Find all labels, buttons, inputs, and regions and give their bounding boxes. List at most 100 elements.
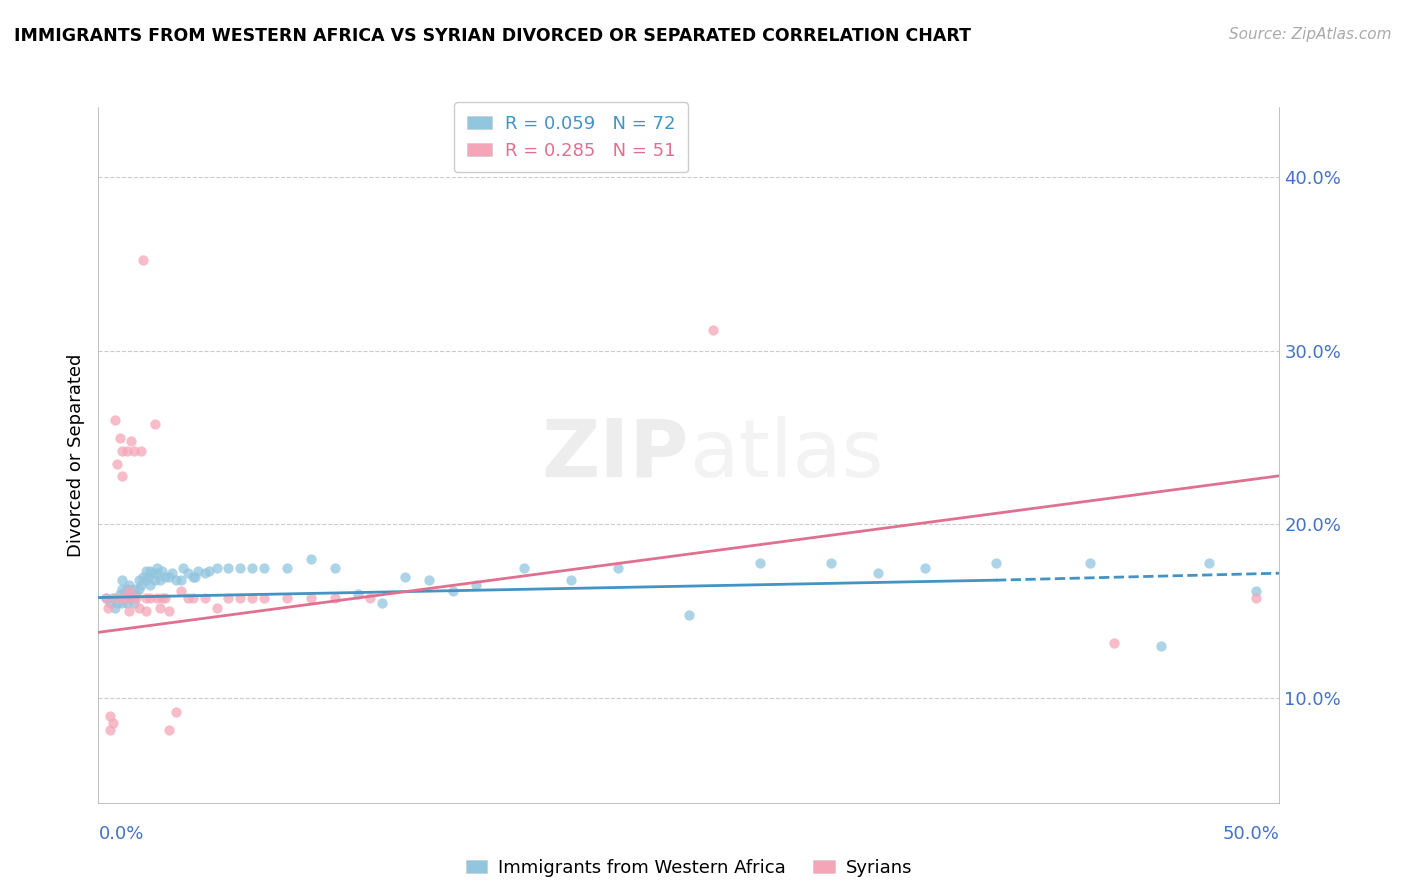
Point: [111, 596, 134, 610]
Point: [122, 591, 145, 605]
Text: 50.0%: 50.0%: [1223, 825, 1279, 843]
Point: [157, 605, 180, 619]
Point: [98, 708, 121, 723]
Point: [184, 570, 207, 584]
Point: [122, 596, 145, 610]
Point: [125, 591, 148, 605]
Point: [1150, 639, 1173, 653]
Point: [240, 561, 263, 575]
Point: [217, 591, 239, 605]
Point: [678, 607, 700, 622]
Text: Source: ZipAtlas.com: Source: ZipAtlas.com: [1229, 27, 1392, 42]
Point: [153, 591, 176, 605]
Point: [135, 565, 157, 579]
Point: [139, 578, 162, 592]
Point: [1080, 556, 1102, 570]
Point: [105, 596, 128, 610]
Point: [128, 573, 150, 587]
Point: [607, 561, 630, 575]
Point: [135, 591, 157, 605]
Point: [132, 253, 155, 268]
Point: [194, 591, 217, 605]
Point: [101, 715, 124, 730]
Legend: Immigrants from Western Africa, Syrians: Immigrants from Western Africa, Syrians: [458, 852, 920, 884]
Point: [359, 591, 381, 605]
Point: [441, 583, 464, 598]
Point: [149, 601, 172, 615]
Point: [371, 596, 394, 610]
Point: [121, 434, 143, 448]
Point: [108, 587, 131, 601]
Point: [240, 591, 263, 605]
Point: [129, 444, 152, 458]
Point: [170, 573, 193, 587]
Point: [181, 570, 204, 584]
Point: [512, 561, 534, 575]
Point: [115, 596, 138, 610]
Point: [150, 591, 173, 605]
Point: [115, 591, 138, 605]
Point: [198, 565, 221, 579]
Point: [1244, 583, 1267, 598]
Point: [105, 457, 128, 471]
Point: [149, 573, 172, 587]
Point: [187, 565, 209, 579]
Point: [118, 583, 141, 598]
Text: IMMIGRANTS FROM WESTERN AFRICA VS SYRIAN DIVORCED OR SEPARATED CORRELATION CHART: IMMIGRANTS FROM WESTERN AFRICA VS SYRIAN…: [14, 27, 972, 45]
Point: [1244, 591, 1267, 605]
Point: [253, 591, 276, 605]
Point: [115, 582, 138, 596]
Point: [299, 552, 322, 566]
Point: [135, 605, 157, 619]
Point: [465, 578, 488, 592]
Point: [229, 561, 252, 575]
Point: [253, 561, 276, 575]
Point: [104, 413, 127, 427]
Point: [98, 723, 121, 737]
Point: [128, 582, 150, 596]
Point: [205, 601, 228, 615]
Point: [118, 578, 141, 592]
Point: [112, 591, 135, 605]
Point: [560, 573, 582, 587]
Point: [129, 578, 152, 592]
Point: [347, 587, 370, 601]
Point: [135, 573, 157, 587]
Point: [170, 583, 193, 598]
Point: [94, 591, 117, 605]
Point: [1102, 636, 1125, 650]
Point: [866, 566, 889, 581]
Point: [194, 566, 217, 581]
Point: [139, 591, 162, 605]
Point: [112, 591, 135, 605]
Point: [984, 556, 1007, 570]
Point: [914, 561, 936, 575]
Point: [128, 601, 150, 615]
Point: [165, 706, 187, 720]
Point: [205, 561, 228, 575]
Point: [276, 561, 298, 575]
Point: [121, 587, 143, 601]
Point: [323, 561, 346, 575]
Point: [125, 587, 148, 601]
Point: [1198, 556, 1220, 570]
Point: [111, 591, 134, 605]
Point: [98, 596, 121, 610]
Point: [101, 591, 124, 605]
Point: [820, 556, 842, 570]
Point: [299, 591, 322, 605]
Point: [115, 444, 138, 458]
Point: [111, 582, 134, 596]
Point: [143, 573, 166, 587]
Point: [132, 570, 155, 584]
Point: [150, 565, 173, 579]
Text: atlas: atlas: [689, 416, 883, 494]
Point: [118, 605, 141, 619]
Point: [104, 591, 127, 605]
Point: [229, 591, 252, 605]
Point: [139, 565, 162, 579]
Point: [177, 591, 200, 605]
Point: [122, 444, 145, 458]
Point: [702, 323, 724, 337]
Y-axis label: Divorced or Separated: Divorced or Separated: [66, 353, 84, 557]
